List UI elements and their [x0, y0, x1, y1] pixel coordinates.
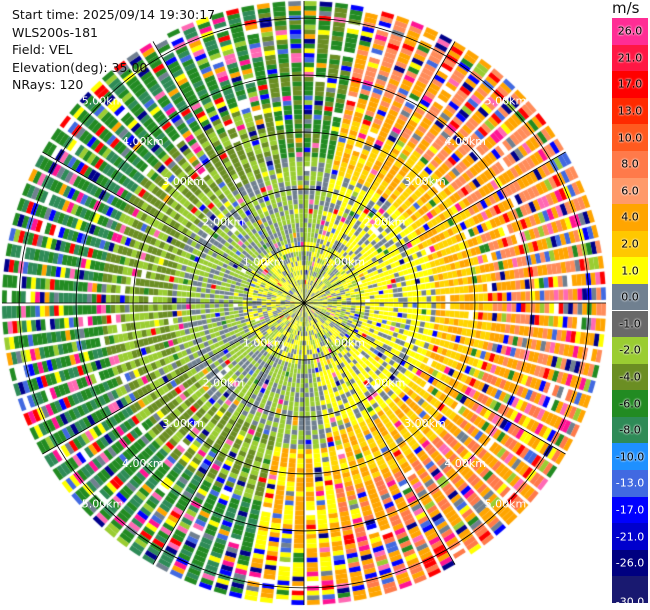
colorbar-swatch: [612, 283, 648, 311]
colorbar-swatch: [612, 230, 648, 258]
colorbar-swatch: [612, 150, 648, 178]
range-ring-label: 4.00km: [122, 457, 164, 470]
colorbar-tick-label: -6.0: [619, 397, 641, 411]
range-ring-label: 3.00km: [162, 417, 204, 430]
colorbar-tick-label: 26.0: [617, 24, 643, 38]
colorbar-swatch: [612, 177, 648, 205]
instrument-text: WLS200s-181: [12, 24, 98, 40]
field-text: Field: VEL: [12, 42, 73, 57]
range-ring-label: 2.00km: [203, 215, 245, 228]
colorbar-tick-label: 0.0: [621, 290, 639, 304]
colorbar-swatch: [612, 549, 648, 577]
colorbar-swatch: [612, 576, 648, 603]
colorbar-tick-label: 1.0: [621, 264, 639, 278]
colorbar-swatch: [612, 470, 648, 497]
colorbar-tick-label: -8.0: [619, 423, 641, 437]
range-ring-label: 4.00km: [444, 457, 486, 470]
colorbar-swatch: [612, 44, 648, 72]
colorbar-swatch: [612, 97, 648, 125]
colorbar-tick-label: -21.0: [615, 530, 645, 544]
range-ring-label: 3.00km: [162, 175, 204, 188]
colorbar-tick-label: 17.0: [617, 77, 643, 91]
colorbar-swatch: [612, 18, 648, 45]
colorbar-swatch: [612, 496, 648, 524]
elevation-text: Elevation(deg): 35.00: [12, 59, 148, 75]
range-ring-label: 1.00km: [324, 336, 366, 349]
colorbar-tick-label: -17.0: [615, 503, 645, 517]
colorbar-tick-label: -26.0: [615, 556, 645, 570]
colorbar-tick-label: 21.0: [617, 51, 643, 65]
colorbar: 26.0 21.0 17.0 13.0 10.0 8.0 6.0 4.0 2.0 1.0 0.0 -1…: [612, 18, 648, 608]
range-ring-label: 1.00km: [324, 256, 366, 269]
colorbar-tick-label: 10.0: [617, 131, 643, 145]
range-ring-label: 5.00km: [485, 497, 527, 510]
azimuth-spoke: [152, 41, 456, 565]
colorbar-swatch: [612, 363, 648, 391]
range-ring-label: 2.00km: [364, 215, 406, 228]
colorbar-tick-label: -13.0: [615, 476, 645, 490]
colorbar-swatch: [612, 523, 648, 550]
colorbar-tick-label: 8.0: [621, 157, 639, 171]
colorbar-swatch: [612, 310, 648, 338]
range-ring-label: 1.00km: [243, 256, 285, 269]
colorbar-tick-label: 6.0: [621, 184, 639, 198]
colorbar-swatch: [612, 416, 648, 444]
range-ring-label: 2.00km: [364, 377, 406, 390]
range-ring-label: 4.00km: [444, 135, 486, 148]
colorbar-tick-label: -1.0: [619, 317, 641, 331]
colorbar-swatch: [612, 71, 648, 98]
colorbar-swatch: [612, 443, 648, 471]
range-ring-label: 2.00km: [203, 377, 245, 390]
range-ring-label: 5.00km: [82, 497, 124, 510]
colorbar-tick-label: 13.0: [617, 104, 643, 118]
colorbar-tick-label: -2.0: [619, 343, 641, 357]
colorbar-tick-label: -10.0: [615, 450, 645, 464]
colorbar-tick-label: -30.0: [615, 595, 645, 609]
colorbar-swatch: [612, 257, 648, 284]
range-ring-label: 5.00km: [82, 95, 124, 108]
colorbar-swatch: [612, 337, 648, 364]
start-time-text: Start time: 2025/09/14 19:30:17: [12, 7, 216, 22]
range-ring-label: 5.00km: [485, 95, 527, 108]
range-ring-label: 3.00km: [404, 175, 446, 188]
colorbar-tick-label: -4.0: [619, 370, 641, 384]
colorbar-tick-label: 2.0: [621, 237, 639, 251]
ppi-overlay: 1.00km 1.00km 1.00km 1.00km 2.00km 2.00km 2.00…: [2, 1, 606, 605]
range-ring-label: 3.00km: [404, 417, 446, 430]
colorbar-swatch: [612, 204, 648, 231]
colorbar-swatch: [612, 124, 648, 151]
colorbar-swatch: [612, 390, 648, 417]
colorbar-tick-label: 4.0: [621, 210, 639, 224]
info-block: Start time: 2025/09/14 19:30:17 WLS200s-…: [12, 6, 215, 94]
colorbar-unit: m/s: [612, 0, 640, 17]
range-ring-label: 1.00km: [243, 336, 285, 349]
nrays-text: NRays: 120: [12, 77, 84, 92]
range-ring-label: 4.00km: [122, 135, 164, 148]
